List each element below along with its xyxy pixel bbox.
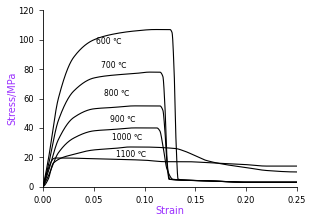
Text: 1000 ℃: 1000 ℃: [112, 133, 142, 142]
Y-axis label: Stress/MPa: Stress/MPa: [7, 72, 17, 125]
Text: 800 ℃: 800 ℃: [104, 89, 130, 98]
Text: 700 ℃: 700 ℃: [101, 61, 126, 70]
Text: 1100 ℃: 1100 ℃: [116, 150, 146, 159]
X-axis label: Strain: Strain: [156, 206, 184, 216]
Text: 600 ℃: 600 ℃: [96, 37, 121, 46]
Text: 900 ℃: 900 ℃: [110, 115, 136, 124]
